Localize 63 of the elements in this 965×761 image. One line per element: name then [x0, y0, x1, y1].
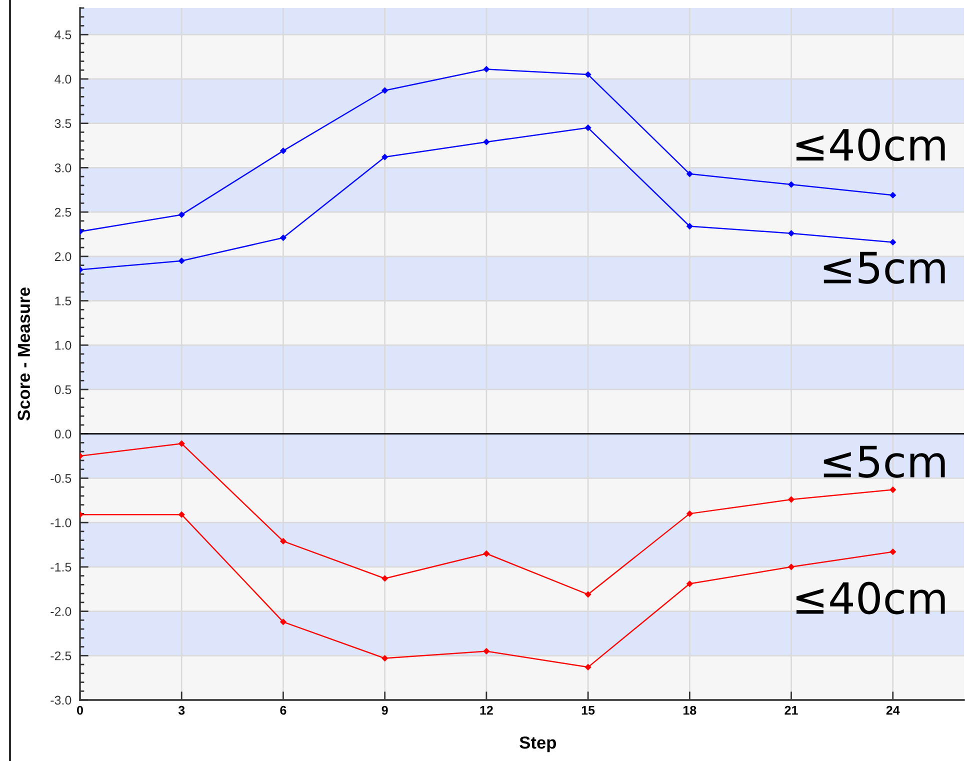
x-axis-title: Step: [520, 736, 556, 752]
point: [686, 170, 693, 178]
point: [890, 486, 896, 494]
point: [788, 496, 795, 503]
y-tick-label: -2.0: [50, 607, 72, 616]
point: [483, 648, 490, 655]
point: [584, 664, 592, 671]
point: [381, 154, 388, 160]
point: [280, 538, 287, 545]
y-tick-label: 4.5: [54, 30, 72, 40]
point: [788, 230, 795, 237]
point: [890, 238, 896, 246]
point: [178, 511, 185, 518]
point: [280, 147, 287, 154]
x-tick-label: 0: [77, 706, 83, 715]
point: [584, 591, 592, 598]
y-tick-label: 2.5: [54, 208, 72, 217]
y-axis-title: Score - Measure: [18, 288, 30, 421]
y-tick-label: 3.0: [54, 163, 72, 172]
point: [280, 234, 287, 242]
y-tick-label: -3.0: [50, 696, 72, 705]
point: [890, 192, 896, 199]
y-tick-label: -1.0: [50, 518, 72, 528]
series-label: ≤40cm: [796, 582, 945, 614]
y-tick-label: 1.5: [55, 296, 72, 306]
point: [381, 654, 388, 662]
series-label: ≤40cm: [796, 128, 945, 162]
x-tick-label: 21: [784, 706, 798, 715]
series-label: ≤5cm: [824, 446, 945, 478]
point: [584, 124, 592, 132]
x-tick-label: 6: [280, 706, 286, 715]
x-tick-label: 18: [683, 706, 696, 715]
point: [280, 618, 287, 626]
x-tick-label: 24: [886, 706, 900, 715]
series-label: ≤5cm: [824, 252, 945, 284]
point: [483, 138, 490, 146]
point: [788, 564, 795, 570]
y-tick-label: 2.0: [54, 252, 72, 262]
point: [381, 575, 388, 582]
point: [686, 510, 693, 518]
point: [584, 71, 592, 78]
x-tick-label: 3: [178, 706, 185, 715]
y-tick-label: -2.5: [50, 651, 72, 660]
y-tick-label: -1.5: [50, 562, 72, 572]
x-tick-label: 9: [382, 706, 388, 715]
y-tick-label: 4.0: [54, 74, 72, 84]
x-tick-label: 15: [582, 706, 595, 715]
x-tick-label: 12: [480, 706, 493, 715]
point: [686, 222, 693, 230]
point: [788, 181, 795, 188]
point: [483, 550, 490, 557]
point: [890, 548, 896, 556]
y-tick-label: -0.5: [50, 474, 72, 483]
point: [483, 66, 490, 73]
y-tick-label: 0.5: [54, 385, 72, 394]
y-tick-label: 3.5: [54, 119, 72, 128]
point: [178, 211, 185, 218]
point: [178, 258, 185, 264]
point: [686, 580, 693, 588]
y-tick-label: 0.0: [54, 430, 72, 438]
y-tick-label: 1.0: [55, 340, 72, 350]
point: [178, 440, 185, 447]
point: [381, 87, 388, 94]
